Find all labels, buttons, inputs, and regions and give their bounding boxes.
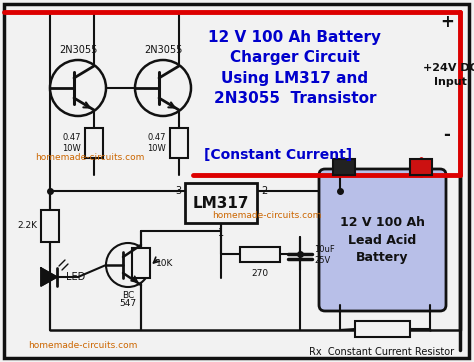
Text: 547: 547 [119,299,137,307]
Bar [185,183,257,223]
Circle shape [135,60,191,116]
Text: +24V DC
Input: +24V DC Input [423,63,474,87]
Text: homemade-circuits.com: homemade-circuits.com [212,210,322,219]
Text: 3: 3 [175,186,181,196]
Bar [132,248,150,278]
Text: 12 V 100 Ah Battery
Charger Circuit
Using LM317 and
2N3055  Transistor: 12 V 100 Ah Battery Charger Circuit Usin… [209,30,382,106]
Bar [333,159,355,175]
Text: homemade-circuits.com: homemade-circuits.com [28,341,137,350]
Text: -: - [444,126,450,144]
Text: 2.2K: 2.2K [17,222,37,231]
Text: 0.47
10W: 0.47 10W [147,133,166,153]
Text: 0.47
10W: 0.47 10W [62,133,81,153]
Text: LM317: LM317 [193,195,249,210]
Text: 270: 270 [251,269,269,278]
Text: 12 V 100 Ah
Lead Acid
Battery: 12 V 100 Ah Lead Acid Battery [340,215,425,265]
Text: 10uF
25V: 10uF 25V [314,245,335,265]
Text: homemade-circuits.com: homemade-circuits.com [35,153,145,163]
Text: +: + [440,13,454,31]
Text: 2N3055: 2N3055 [144,45,182,55]
Text: 1: 1 [218,228,224,238]
Bar [240,247,280,262]
Bar [410,159,432,175]
Text: 2N3055: 2N3055 [59,45,97,55]
Polygon shape [41,268,57,286]
Bar [355,321,410,337]
Bar [170,128,188,158]
Text: 10K: 10K [156,258,173,268]
Text: 2: 2 [261,186,267,196]
Text: LED: LED [66,272,85,282]
Text: [Constant Current]: [Constant Current] [204,148,352,162]
Bar [85,128,103,158]
Text: Rx  Constant Current Resistor: Rx Constant Current Resistor [310,347,455,357]
Circle shape [106,243,150,287]
Text: BC: BC [122,290,134,299]
FancyBboxPatch shape [319,169,446,311]
Circle shape [50,60,106,116]
Bar [41,210,59,242]
